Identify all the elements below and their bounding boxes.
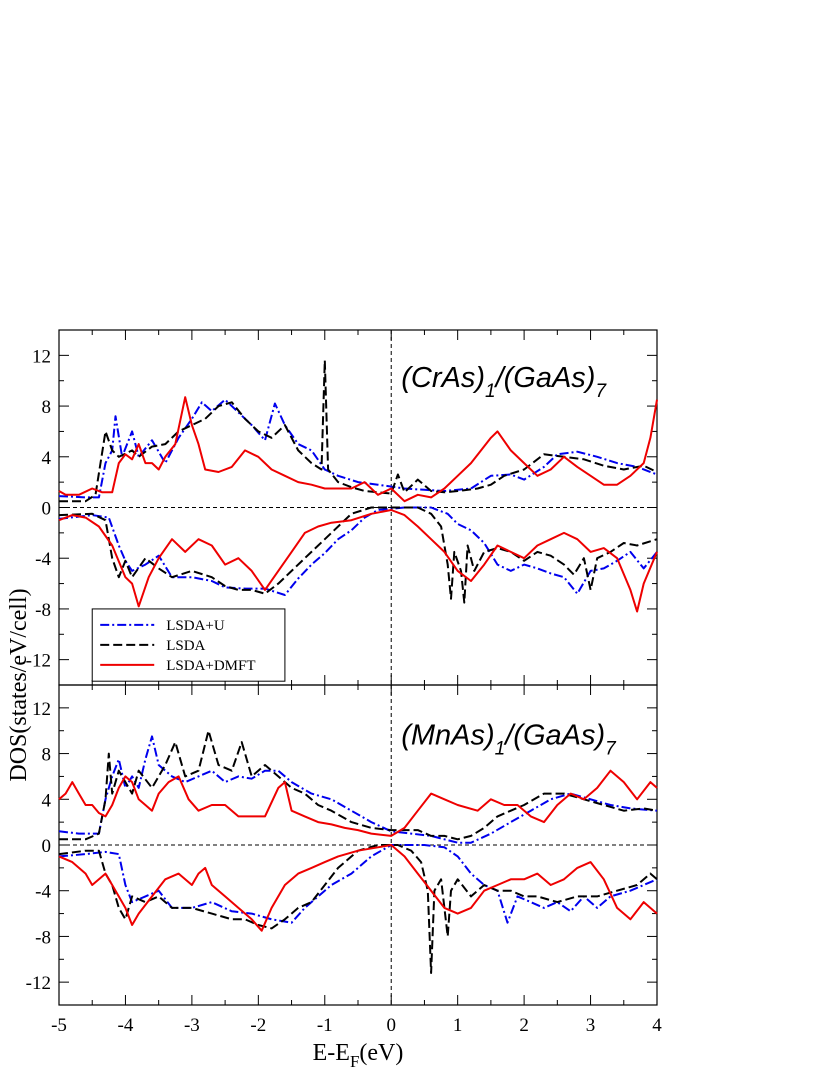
x-tick-label: 0 [386,1015,396,1036]
y-tick-label: 4 [42,448,52,469]
y-tick-label: 0 [42,499,52,520]
y-axis-title: DOS(states/eV/cell) [6,588,32,781]
panel-cras: -12 -8 -4 0 4 8 12 (CrAs)1/(GaAs)7 [26,329,658,686]
x-tick-label: 1 [453,1015,463,1036]
y-tick-label: 0 [42,836,52,857]
series-lsda-down [58,844,658,974]
x-tick-label: -1 [317,1015,333,1036]
legend: LSDA+U LSDA LSDA+DMFT [91,608,286,682]
series-lsda-dmft-up [58,396,658,503]
y-tick-label: 8 [42,397,52,418]
x-axis-title: E-EF(eV) [313,1040,404,1071]
x-tick-label: 3 [586,1015,596,1036]
series-lsda-u-down [58,506,658,596]
y-tick-label: -12 [26,973,51,994]
series-lsda-down [58,506,658,604]
y-tick-label: -12 [26,651,51,672]
panel-title-bottom: (MnAs)1/(GaAs)7 [401,719,617,759]
y-tick-label: 12 [32,699,51,720]
y-tick-label: -8 [35,600,51,621]
y-tick-label: 4 [42,790,52,811]
series-lsda-dmft-down [58,844,658,932]
x-tick-label: 2 [519,1015,529,1036]
y-tick-label: 12 [32,346,51,367]
series-lsda-u-down [58,844,658,924]
y-tick-label: -8 [35,927,51,948]
panel-title-top: (CrAs)1/(GaAs)7 [401,362,607,402]
series-lsda-dmft-down [58,509,658,613]
x-tick-label: -2 [250,1015,266,1036]
series-lsda-dmft-up [58,769,658,837]
series-lsda-up [59,729,658,841]
x-tick-label: -5 [51,1015,67,1036]
legend-entry-lsda: LSDA [166,638,205,654]
legend-box [91,608,286,682]
y-tick-label: -4 [35,882,51,903]
x-tick-label: -3 [184,1015,200,1036]
series-lsda-up [59,359,658,503]
y-tick-label: 8 [42,745,52,766]
x-tick-label: 4 [652,1015,662,1036]
y-tick-label: -4 [35,549,51,570]
x-tick-label: -4 [118,1015,134,1036]
legend-entry-lsda-u: LSDA+U [166,618,225,634]
legend-entry-lsda-dmft: LSDA+DMFT [166,658,255,674]
series-lsda-u-up [58,398,658,499]
